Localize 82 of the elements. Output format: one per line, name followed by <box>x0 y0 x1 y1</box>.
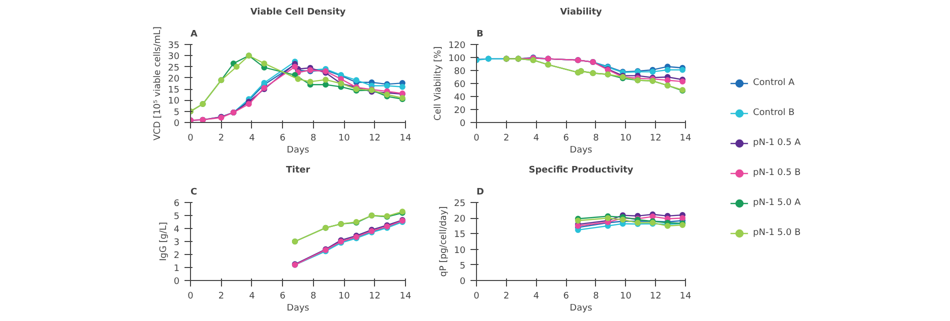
x-tick-label: 2 <box>503 292 510 302</box>
legend-label: Control A <box>753 78 795 88</box>
x-tick-label: 12 <box>369 134 381 144</box>
y-axis-title: VCD [10⁵ viable cells/mL] <box>153 26 164 141</box>
y-tick-label: 25 <box>454 199 466 209</box>
y-axis-title: Cell Viability [%] <box>433 46 444 121</box>
y-tick-label: 1 <box>174 264 180 274</box>
legend-label: pN-1 0.5 A <box>753 138 801 148</box>
y-tick-label: 30 <box>168 52 180 62</box>
y-tick-label: 20 <box>454 106 466 116</box>
y-tick-label: 20 <box>168 74 180 84</box>
y-tick-label: 80 <box>454 67 466 77</box>
chart-title: Specific Productivity <box>528 166 634 176</box>
y-axis-title: qP [pg/cell/day] <box>439 206 450 277</box>
y-tick-label: 15 <box>168 86 180 96</box>
y-tick-label: 5 <box>174 108 180 118</box>
y-tick-label: 5 <box>460 261 466 272</box>
x-tick-label: 0 <box>474 134 480 144</box>
chart-title: Titer <box>286 166 311 176</box>
y-tick-label: 0 <box>460 277 466 287</box>
x-axis-title: Days <box>286 146 310 156</box>
chart-title: Viable Cell Density <box>250 8 346 18</box>
text: A <box>190 30 198 40</box>
x-tick-label: 10 <box>620 134 632 144</box>
x-tick-label: 4 <box>249 292 256 302</box>
x-tick-label: 10 <box>338 292 350 302</box>
x-tick-label: 14 <box>680 134 692 144</box>
chart-title: Viability <box>560 8 602 18</box>
legend-label: pN-1 5.0 B <box>753 228 801 238</box>
x-tick-label: 12 <box>650 292 662 302</box>
x-tick-label: 12 <box>369 292 381 302</box>
x-tick-label: 8 <box>593 134 600 144</box>
y-tick-label: 60 <box>454 80 466 90</box>
x-tick-label: 8 <box>593 292 600 302</box>
x-tick-label: 0 <box>188 292 194 302</box>
y-tick-label: 20 <box>454 214 466 225</box>
x-tick-label: 14 <box>680 292 692 302</box>
x-axis-title: Days <box>570 304 593 314</box>
y-tick-label: 3 <box>174 238 180 248</box>
x-tick-label: 6 <box>563 292 570 302</box>
x-tick-label: 4 <box>533 292 540 302</box>
x-tick-label: 6 <box>563 134 570 144</box>
x-tick-label: 2 <box>503 134 510 144</box>
x-tick-label: 8 <box>310 292 316 302</box>
text: D <box>476 188 484 198</box>
text: C <box>190 188 198 198</box>
x-tick-label: 12 <box>650 134 662 144</box>
y-tick-label: 0 <box>174 277 180 287</box>
x-tick-label: 14 <box>400 292 412 302</box>
y-tick-label: 10 <box>454 246 466 256</box>
x-tick-label: 14 <box>400 134 412 144</box>
legend-label: Control B <box>753 108 795 118</box>
legend-label: pN-1 0.5 B <box>753 168 801 178</box>
y-tick-label: 35 <box>168 41 180 51</box>
x-tick-label: 8 <box>310 134 316 144</box>
x-tick-label: 6 <box>280 292 286 302</box>
x-tick-label: 4 <box>249 134 256 144</box>
y-tick-label: 10 <box>168 96 180 107</box>
legend-label: pN-1 5.0 A <box>753 198 801 208</box>
y-tick-label: 15 <box>454 230 466 240</box>
y-tick-label: 100 <box>448 54 466 64</box>
x-tick-label: 4 <box>533 134 540 144</box>
y-tick-label: 120 <box>448 41 466 51</box>
y-tick-label: 25 <box>168 63 180 74</box>
y-tick-label: 5 <box>174 212 180 222</box>
x-tick-label: 2 <box>218 292 224 302</box>
x-tick-label: 2 <box>218 134 224 144</box>
x-tick-label: 10 <box>620 292 632 302</box>
y-tick-label: 0 <box>460 119 466 129</box>
x-tick-label: 10 <box>338 134 350 144</box>
x-tick-label: 0 <box>188 134 194 144</box>
y-tick-label: 40 <box>454 93 466 103</box>
x-tick-label: 0 <box>474 292 480 302</box>
x-tick-label: 6 <box>280 134 286 144</box>
y-tick-label: 0 <box>174 119 180 129</box>
x-axis-title: Days <box>570 146 593 156</box>
y-tick-label: 4 <box>174 225 180 235</box>
text: B <box>476 30 484 40</box>
y-axis-title: IgG [g/L] <box>158 222 169 261</box>
y-tick-label: 2 <box>174 251 180 261</box>
y-tick-label: 6 <box>174 199 180 209</box>
x-axis-title: Days <box>286 304 310 314</box>
